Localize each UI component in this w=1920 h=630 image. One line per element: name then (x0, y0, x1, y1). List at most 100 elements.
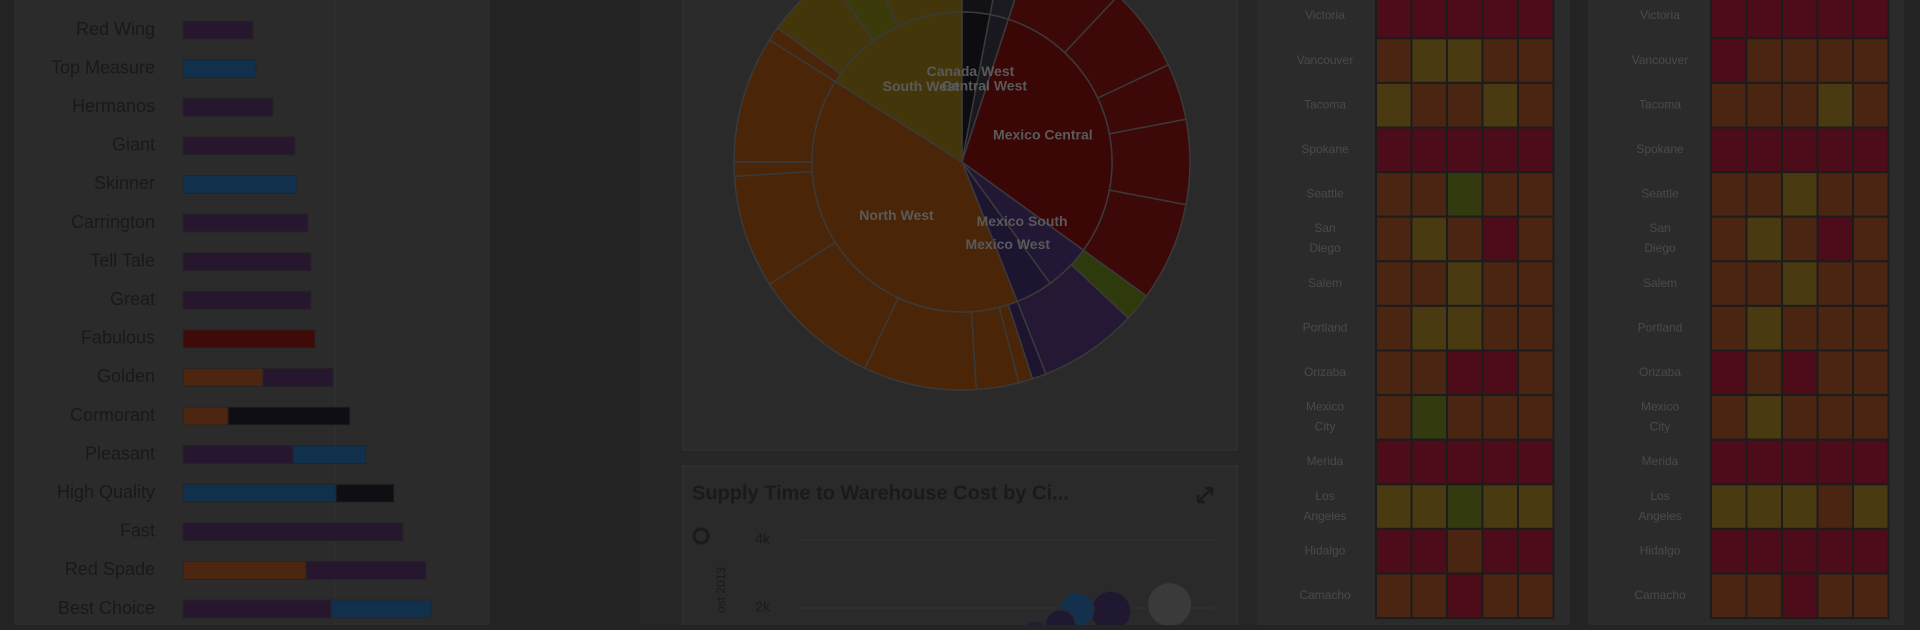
heat-cell (1446, 349, 1484, 397)
heat-cell (1852, 349, 1890, 397)
heat-cell (1745, 260, 1783, 307)
heat-cell (1745, 81, 1783, 129)
sunburst-label: Mexico Central (993, 126, 1093, 142)
heat-cell (1710, 126, 1748, 174)
bar-segment (335, 483, 395, 503)
y-tick-label: 4k (755, 531, 771, 547)
row-label: Hidalgo (1305, 543, 1346, 557)
heat-cell (1517, 438, 1555, 486)
row-label: Seattle (1306, 187, 1344, 201)
bar-label: Fast (120, 521, 155, 541)
sunburst-label: South West (883, 78, 960, 94)
heat-cell (1517, 37, 1555, 84)
heat-cell (1375, 349, 1413, 397)
heat-cell (1410, 81, 1448, 129)
heat-cell (1781, 126, 1819, 174)
row-label: San (1314, 221, 1335, 235)
row-label: Diego (1644, 241, 1676, 255)
row-label: Salem (1643, 276, 1677, 290)
heat-cell (1781, 260, 1819, 307)
heat-cell (1710, 81, 1748, 129)
heat-cell (1781, 171, 1819, 218)
row-label: Salem (1308, 276, 1342, 290)
row-label: Angeles (1303, 509, 1346, 523)
row-label: Diego (1309, 241, 1341, 255)
heat-cell (1481, 215, 1519, 263)
row-label: City (1650, 420, 1671, 434)
row-label: Spokane (1301, 142, 1349, 156)
heat-cell (1481, 349, 1519, 397)
heat-cell (1517, 260, 1555, 307)
row-label: Hidalgo (1640, 543, 1681, 557)
sunburst-label: Canada West (927, 63, 1015, 79)
heat-cell (1517, 171, 1555, 218)
sunburst-label: Central West (942, 78, 1028, 94)
row-label: Los (1315, 489, 1334, 503)
bar-segment (292, 445, 367, 465)
heat-cell (1375, 304, 1413, 352)
heat-cell (1781, 0, 1819, 40)
heat-cell (1852, 527, 1890, 575)
heat-cell (1517, 527, 1555, 575)
heat-cell (1816, 0, 1854, 40)
heat-cell (1710, 215, 1748, 263)
bar-segment (227, 406, 351, 426)
heat-cell (1852, 394, 1890, 441)
bar-segment (182, 599, 332, 619)
bar-segment (182, 367, 264, 387)
bar-segment (182, 329, 316, 349)
heat-cell (1481, 0, 1519, 40)
heat-cell (1710, 37, 1748, 84)
heat-cell (1745, 0, 1783, 40)
heat-cell (1375, 394, 1413, 441)
heat-cell (1816, 126, 1854, 174)
heat-cell (1816, 438, 1854, 486)
heat-cell (1446, 438, 1484, 486)
row-label: Tacoma (1304, 97, 1346, 111)
settings-icon[interactable] (692, 527, 710, 545)
bar-label: Golden (97, 366, 155, 386)
heat-cell (1852, 572, 1890, 620)
heat-cell (1446, 215, 1484, 263)
bar-label: Red Spade (65, 559, 155, 579)
heat-cell (1745, 126, 1783, 174)
bar-label: Red Wing (76, 19, 155, 39)
expand-icon[interactable] (1196, 486, 1214, 504)
bar-segment (182, 20, 254, 40)
heat-cell (1781, 37, 1819, 84)
heat-cell (1446, 126, 1484, 174)
bar-label: Skinner (94, 173, 155, 193)
heat-cell (1446, 483, 1484, 530)
heat-cell (1745, 215, 1783, 263)
heat-cell (1816, 572, 1854, 620)
heat-cell (1852, 0, 1890, 40)
heat-cell (1481, 171, 1519, 218)
heat-cell (1410, 260, 1448, 307)
heat-cell (1375, 215, 1413, 263)
heat-cell (1481, 81, 1519, 129)
row-label: Victoria (1640, 8, 1680, 22)
bar-label: Great (110, 289, 155, 309)
heat-cell (1781, 527, 1819, 575)
heat-cell (1816, 215, 1854, 263)
heat-cell (1481, 260, 1519, 307)
sunburst-wedge (811, 80, 1019, 313)
heat-cell (1852, 260, 1890, 307)
heat-cell (1446, 81, 1484, 129)
heat-cell (1517, 304, 1555, 352)
heat-cell (1852, 171, 1890, 218)
sunburst-label: Mexico South (977, 213, 1068, 229)
heat-cell (1816, 394, 1854, 441)
heat-cell (1375, 572, 1413, 620)
sunburst-label: Mexico West (965, 236, 1050, 252)
heat-cell (1781, 483, 1819, 530)
heat-cell (1781, 572, 1819, 620)
row-label: San (1649, 221, 1670, 235)
bar-segment (182, 252, 312, 272)
bar-segment (182, 406, 229, 426)
heat-cell (1446, 527, 1484, 575)
heat-cell (1446, 260, 1484, 307)
heat-cell (1710, 527, 1748, 575)
heat-cell (1745, 527, 1783, 575)
